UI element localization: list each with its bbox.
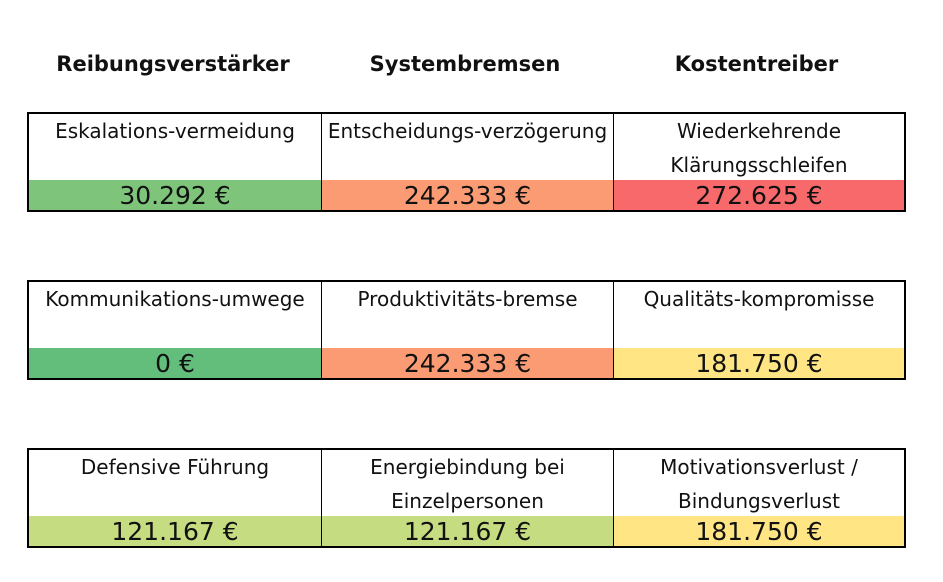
column-header: Kostentreiber [674, 52, 839, 76]
cell-value: 272.625 € [614, 180, 904, 210]
cell-label: Eskalations-vermeidung [55, 119, 295, 143]
cell-label: Qualitäts-kompromisse [643, 287, 875, 311]
cell-value: 121.167 € [29, 516, 321, 546]
cell-value: 181.750 € [614, 348, 904, 378]
column-header: Reibungsverstärker [56, 52, 290, 76]
cell-value: 242.333 € [322, 348, 613, 378]
cost-cell: Wiederkehrende Klärungsschleifen 272.625 … [613, 114, 904, 210]
cell-value: 242.333 € [322, 180, 613, 210]
cell-label: Defensive Führung [80, 455, 270, 479]
cost-cell: Kommunikations-umwege 0 € [29, 282, 321, 378]
cost-cell: Motivationsverlust / Bindungsverlust 181.… [613, 450, 904, 546]
cost-cell: Entscheidungs-verzögerung 242.333 € [321, 114, 613, 210]
cost-group: Eskalations-vermeidung 30.292 € Entscheidu… [27, 112, 906, 212]
cell-label: Energiebindung bei Einzelpersonen [370, 455, 565, 513]
cost-cell: Produktivitäts-bremse 242.333 € [321, 282, 613, 378]
cell-value: 121.167 € [322, 516, 613, 546]
cell-label: Motivationsverlust / Bindungsverlust [660, 455, 858, 513]
column-header: Systembremsen [369, 52, 561, 76]
cost-group: Kommunikations-umwege 0 € Produktivitäts-b… [27, 280, 906, 380]
cell-label: Produktivitäts-bremse [357, 287, 578, 311]
cell-label: Kommunikations-umwege [45, 287, 305, 311]
cost-cell: Eskalations-vermeidung 30.292 € [29, 114, 321, 210]
cell-value: 0 € [29, 348, 321, 378]
cell-label: Wiederkehrende Klärungsschleifen [670, 119, 848, 177]
cost-cell: Qualitäts-kompromisse 181.750 € [613, 282, 904, 378]
cost-cell: Defensive Führung 121.167 € [29, 450, 321, 546]
cost-group: Defensive Führung 121.167 € Energiebindung… [27, 448, 906, 548]
cell-value: 30.292 € [29, 180, 321, 210]
cell-value: 181.750 € [614, 516, 904, 546]
cost-cell: Energiebindung bei Einzelpersonen 121.167… [321, 450, 613, 546]
cell-label: Entscheidungs-verzögerung [327, 119, 608, 143]
